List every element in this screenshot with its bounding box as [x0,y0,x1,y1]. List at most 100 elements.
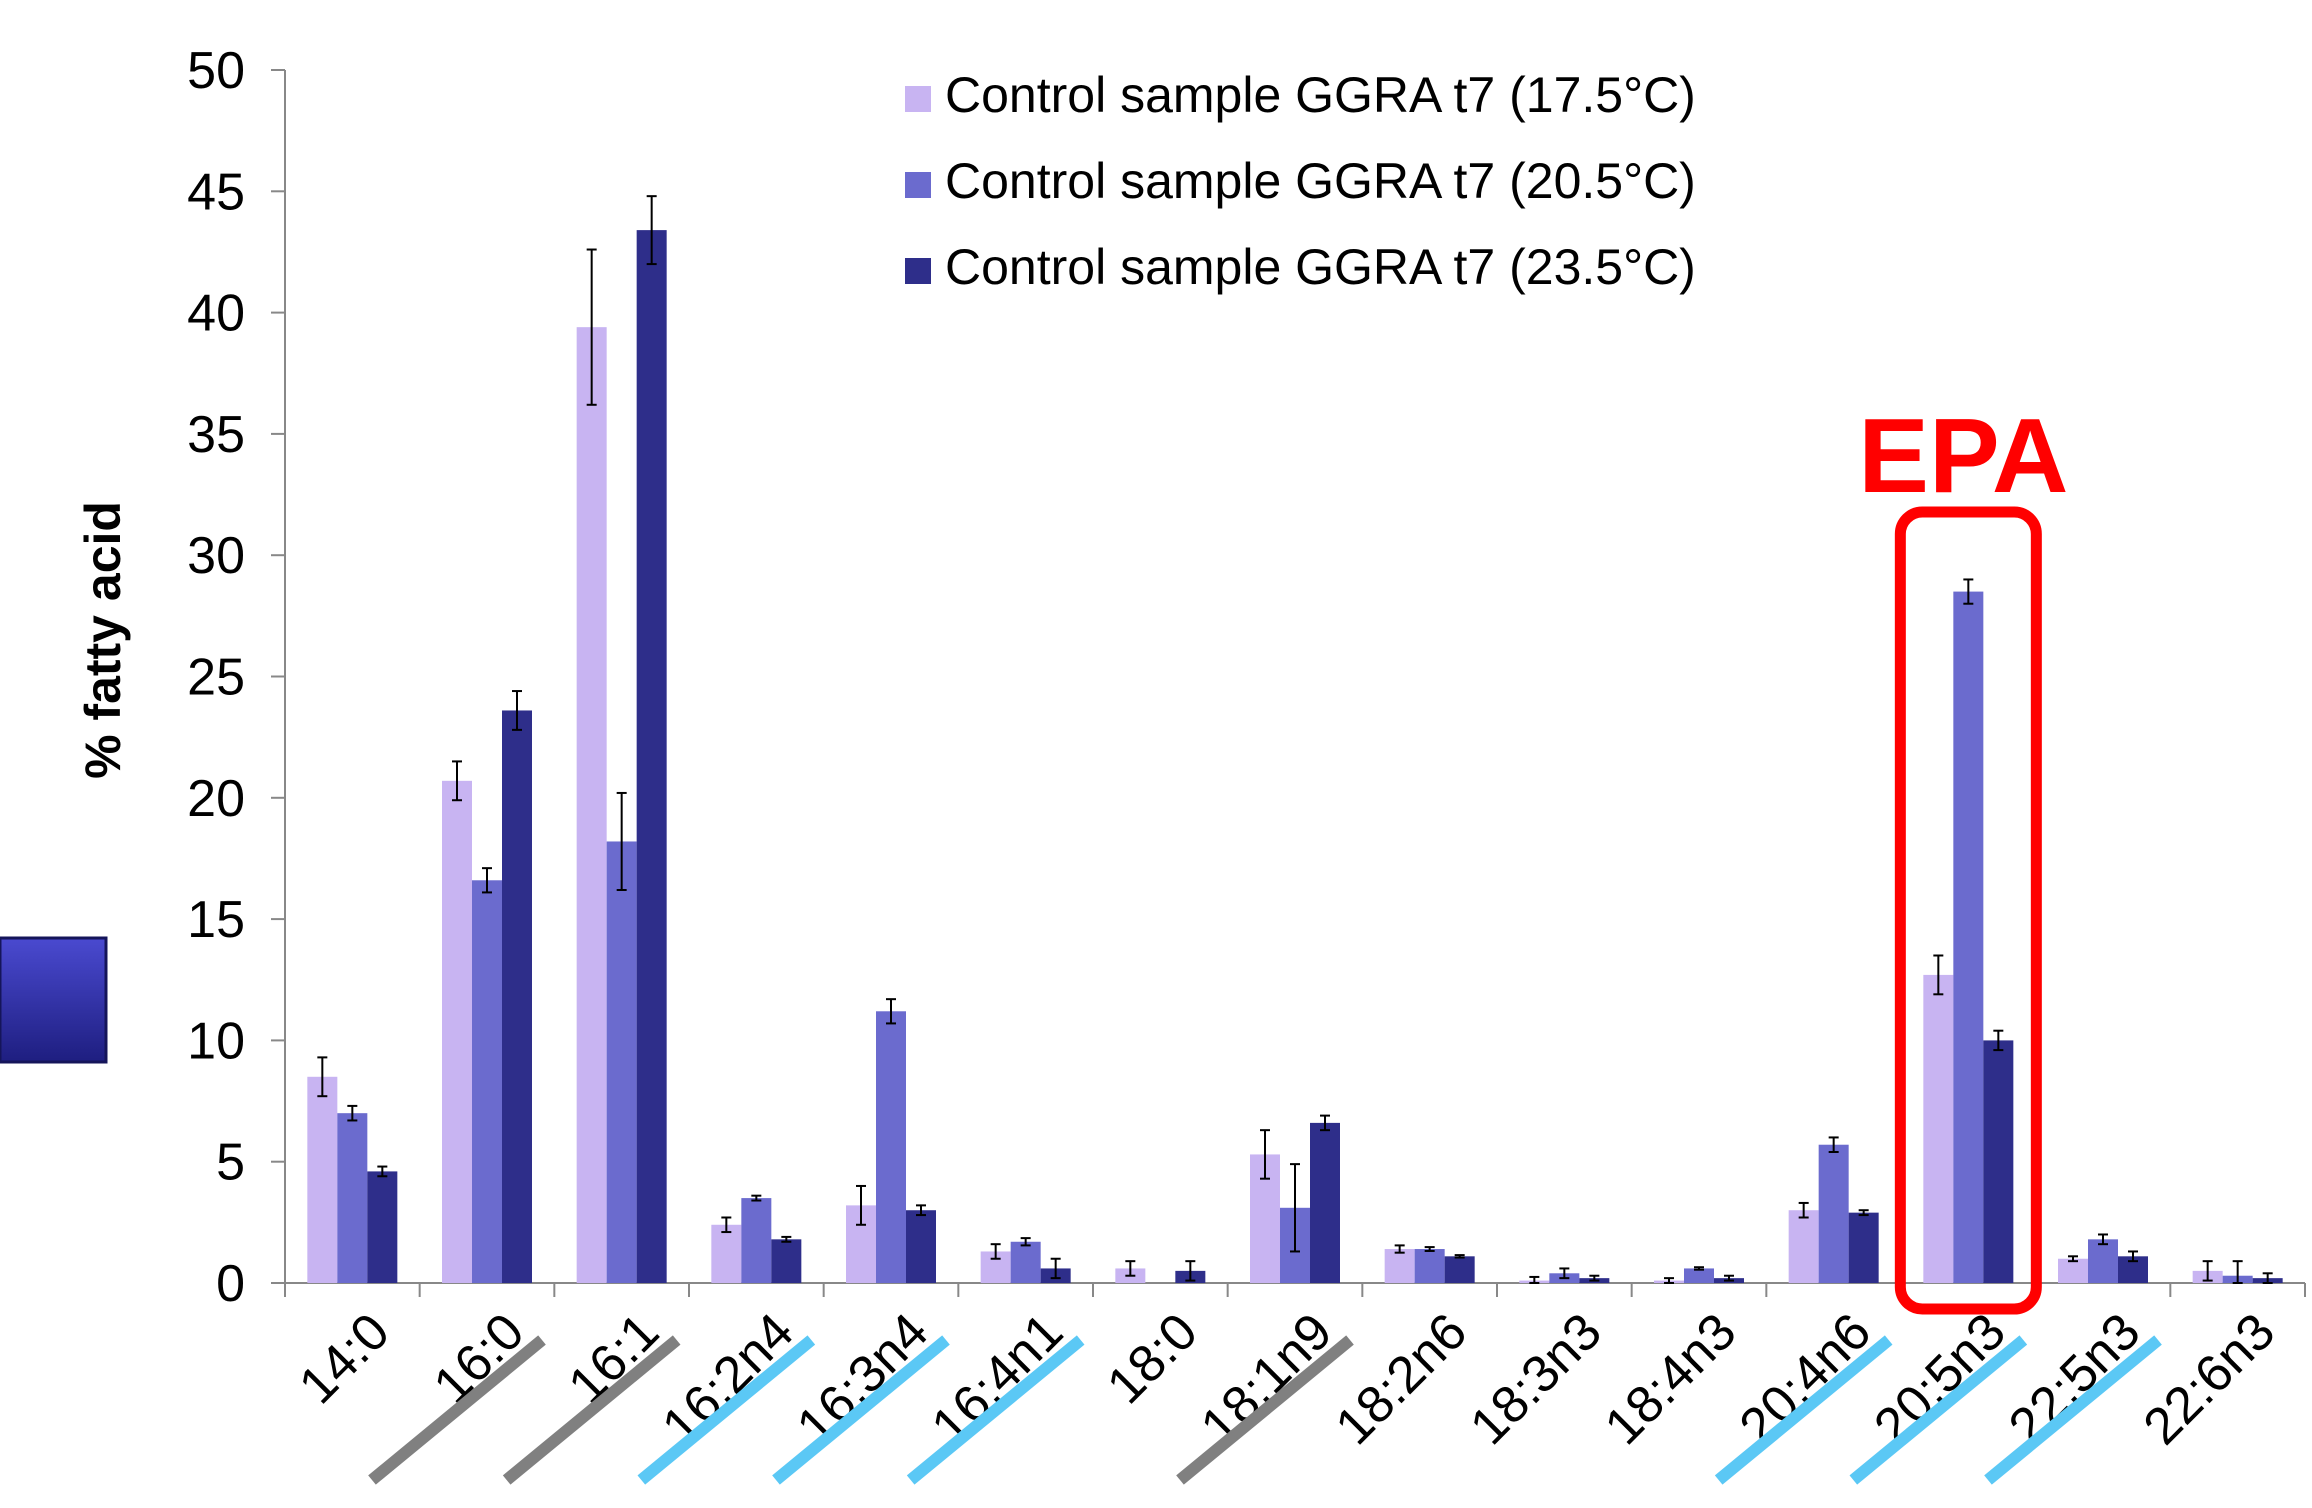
bar [1983,1040,2014,1283]
error-bar [1963,578,1974,605]
error-bar [1454,1254,1465,1259]
error-bar [1694,1266,1704,1271]
bar [367,1171,398,1283]
bar [906,1210,936,1283]
bars [307,195,2283,1284]
y-tick-label: 45 [187,163,245,221]
label-underline [1849,1335,2028,1485]
bar [337,1113,368,1283]
epa-highlight-box [1894,506,2042,1315]
y-tick-label: 50 [187,42,245,100]
y-axis-label: % fatty acid [75,501,131,779]
bar [636,230,667,1284]
x-tick-label: 14:0 [288,1302,401,1415]
error-bar [751,1194,762,1202]
error-bar [1394,1244,1405,1254]
error-bar [317,1056,328,1098]
label-underline [1714,1335,1893,1485]
bar [472,880,502,1283]
error-bar [482,867,492,894]
bar [741,1198,772,1283]
error-bar [1798,1201,1809,1219]
error-bar [1933,954,1944,996]
legend-swatch [905,86,931,112]
x-tick-label: 18:2n6 [1325,1302,1478,1455]
error-bar [2262,1272,2273,1284]
error-bar [1828,1136,1839,1153]
error-bar [721,1216,732,1234]
bar [307,1076,338,1283]
bar [876,1011,906,1283]
error-bar [1290,1163,1300,1253]
error-bar [2068,1255,2078,1263]
bar [442,780,472,1283]
y-tick-label: 25 [187,649,245,707]
error-bar [2202,1260,2213,1282]
x-axis [284,1282,2306,1297]
error-bar [1320,1114,1330,1132]
y-tick-label: 5 [216,1134,245,1192]
legend-label: Control sample GGRA t7 (23.5°C) [945,239,1696,295]
bar [771,1239,802,1283]
bar [1788,1210,1819,1283]
legend-label: Control sample GGRA t7 (20.5°C) [945,153,1696,209]
bar [1818,1144,1849,1283]
error-bar [1589,1274,1600,1282]
y-tick-label: 40 [187,285,245,343]
bar [502,710,532,1283]
x-tick-label: 20:4n6 [1729,1302,1882,1455]
x-tick-label: 22:6n3 [2133,1302,2286,1455]
bar [1684,1268,1714,1283]
error-bar [1424,1246,1435,1252]
legend-swatch [905,258,931,284]
x-tick-label: 18:0 [1096,1302,1209,1415]
error-bar [586,248,597,406]
bar [1444,1256,1475,1283]
x-tick-label: 16:3n4 [786,1302,939,1455]
error-bar [1050,1257,1061,1280]
label-underline [906,1335,1085,1485]
error-bar [1664,1277,1674,1284]
error-bar [856,1184,866,1226]
error-bar [512,690,522,731]
x-tick-label: 16:2n4 [651,1302,804,1455]
error-bar [916,1204,926,1217]
error-bar [347,1104,358,1122]
error-bar [1993,1029,2004,1052]
legend-label: Control sample GGRA t7 (17.5°C) [945,67,1696,123]
bar [1310,1122,1340,1283]
error-bar [781,1235,792,1243]
legend: Control sample GGRA t7 (17.5°C) Control s… [905,67,1696,295]
error-bar [1858,1209,1869,1217]
x-tick-label: 18:4n3 [1594,1302,1747,1455]
y-tick-label: 30 [187,527,245,585]
x-tick-label: 18:3n3 [1459,1302,1612,1455]
error-bar [2128,1250,2138,1263]
slide-decoration-tab [0,936,108,1064]
y-axis: 0 5 10 15 20 25 30 35 40 45 50 [187,42,286,1313]
error-bar [886,998,896,1025]
error-bar [1125,1260,1136,1277]
bar [1384,1249,1415,1283]
error-bar [1724,1274,1734,1282]
error-bar [1529,1275,1540,1284]
legend-swatch [905,172,931,198]
label-underline [637,1335,816,1485]
y-tick-label: 20 [187,770,245,828]
x-tick-label: 22:5n3 [1998,1302,2151,1455]
y-tick-label: 10 [187,1012,245,1070]
error-bar [2232,1260,2243,1284]
bar [1414,1249,1445,1283]
error-bar [1559,1267,1570,1280]
bar [1848,1212,1879,1283]
y-tick-label: 0 [216,1255,245,1313]
error-bar [452,760,462,802]
bar [2088,1239,2118,1283]
error-bar [2098,1233,2108,1246]
y-tick-label: 35 [187,406,245,464]
x-tick-label: 18:1n9 [1190,1302,1343,1455]
epa-annotation: EPA [1858,397,2068,515]
bar [1010,1241,1041,1283]
